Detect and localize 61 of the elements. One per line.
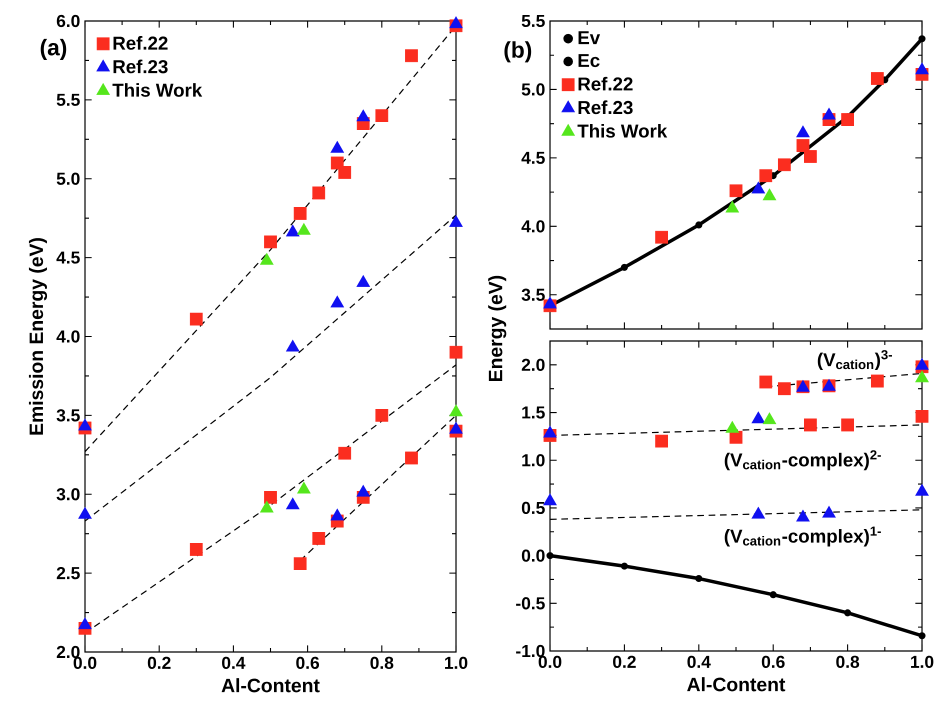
y-tick-label: 5.5 xyxy=(56,94,80,106)
point xyxy=(759,169,772,182)
legend-label: Ref.23 xyxy=(578,100,633,114)
point xyxy=(620,264,628,271)
y-tick-label: 0.0 xyxy=(522,549,545,562)
text: (b) xyxy=(504,41,532,62)
point xyxy=(695,221,702,228)
y-tick-label: 4.0 xyxy=(56,330,80,343)
y-tick-label: 6.0 xyxy=(56,14,80,28)
y-tick-label: 3.5 xyxy=(56,409,80,422)
y-tick-label: -1.0 xyxy=(516,644,545,658)
x-tick-label: 0.6 xyxy=(296,656,320,669)
y-tick-label: 5.0 xyxy=(522,83,545,96)
y-tick-label: 2.0 xyxy=(522,358,545,371)
y-tick-label: 3.5 xyxy=(522,288,545,301)
x-tick-label: 0.8 xyxy=(836,656,860,668)
x-tick-label: 0.0 xyxy=(74,656,96,669)
x-tick-label: 0.2 xyxy=(148,656,171,669)
y-tick-label: 5.0 xyxy=(56,172,80,185)
y-tick-label: 4.5 xyxy=(521,152,545,164)
y-tick-label: 2.0 xyxy=(56,646,80,658)
x-axis-title: Al-Content xyxy=(222,678,320,692)
point xyxy=(918,35,926,42)
y-tick-label: 3.0 xyxy=(56,488,80,500)
point xyxy=(655,230,668,244)
y-tick-label: 4.0 xyxy=(521,220,545,232)
point xyxy=(796,139,810,152)
point xyxy=(804,150,817,163)
y-tick-label: 5.5 xyxy=(522,14,545,28)
y-tick-label: 1.5 xyxy=(522,406,545,419)
legend-label: This Work xyxy=(112,83,202,97)
y-tick-label: 2.5 xyxy=(56,566,80,580)
text: Ev xyxy=(578,31,600,44)
annotation: (V$_{cation}$-complex)$^{1-}$ xyxy=(724,526,881,546)
x-tick-label: 1.0 xyxy=(911,656,934,668)
x-tick-label: 0.4 xyxy=(687,656,711,668)
y-tick-label: 0.5 xyxy=(522,502,545,514)
x-tick-label: 0.4 xyxy=(222,656,246,669)
legend-label: Ref.23 xyxy=(114,60,168,74)
y-tick-label: -0.5 xyxy=(516,597,545,610)
point xyxy=(841,113,854,126)
x-axis-title: Al-Content xyxy=(687,677,786,692)
y-tick-label: 4.5 xyxy=(56,252,80,264)
annotation: (V$_{cation}$-complex)$^{2-}$ xyxy=(724,450,881,470)
point xyxy=(870,72,884,85)
x-tick-label: 0.6 xyxy=(762,656,785,668)
legend-label: Ec xyxy=(578,54,600,68)
legend-label: Ref.22 xyxy=(578,76,633,91)
text: (a) xyxy=(40,38,66,60)
y-axis-title: Emission Energy (eV) xyxy=(28,238,48,435)
annotation: (V$_{cation}$)$^{3-}$ xyxy=(818,350,892,370)
legend-label: This Work xyxy=(578,124,668,138)
point xyxy=(730,184,742,198)
x-tick-label: 1.0 xyxy=(445,656,468,669)
x-tick-label: 0.2 xyxy=(613,656,636,668)
point xyxy=(778,158,791,172)
x-tick-label: 0.0 xyxy=(538,656,562,668)
y-tick-label: 1.0 xyxy=(522,454,545,466)
y-axis-title: Energy (eV) xyxy=(488,276,506,382)
x-tick-label: 0.8 xyxy=(370,656,394,669)
legend-label: Ref.22 xyxy=(114,36,168,50)
